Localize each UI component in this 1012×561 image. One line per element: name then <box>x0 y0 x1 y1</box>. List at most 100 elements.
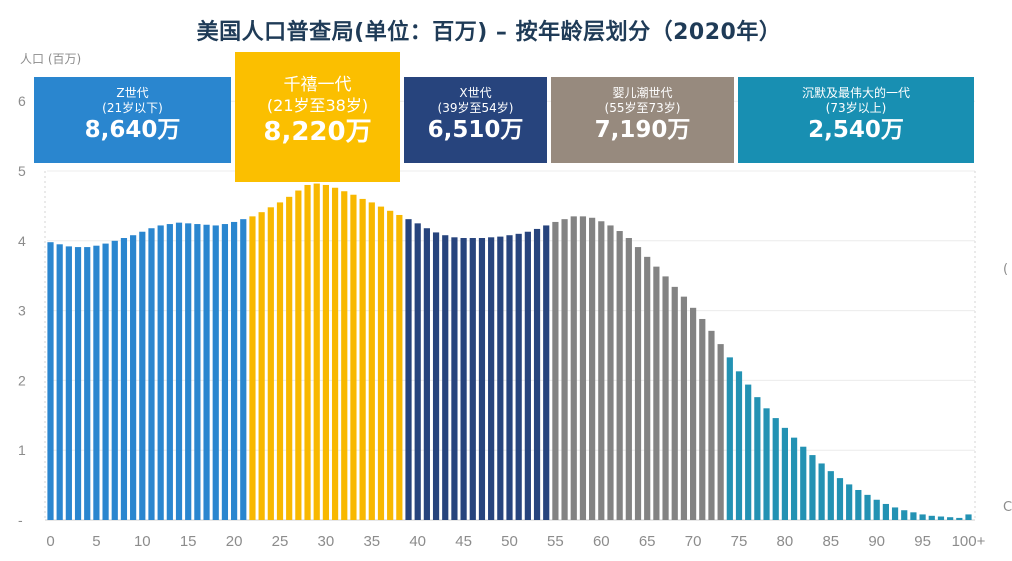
bar-age-90 <box>873 499 880 520</box>
bar-age-100 <box>965 514 972 520</box>
x-tick-3: 15 <box>180 533 197 550</box>
bar-age-24 <box>267 207 274 521</box>
bar-age-38 <box>396 214 403 520</box>
bar-age-14 <box>175 222 183 520</box>
bar-age-67 <box>662 276 669 520</box>
bar-age-48 <box>488 237 495 520</box>
bar-age-83 <box>809 455 816 520</box>
generation-name: Z世代 <box>116 86 149 100</box>
bar-age-75 <box>735 371 743 520</box>
bar-age-4 <box>84 247 91 520</box>
generation-box-3: 婴儿潮世代 (55岁至73岁) 7,190万 <box>551 77 734 163</box>
bar-age-66 <box>653 266 660 520</box>
bar-age-51 <box>515 233 522 520</box>
bar-age-0 <box>47 242 54 520</box>
bar-age-77 <box>754 397 761 520</box>
bar-age-94 <box>910 512 917 520</box>
bar-age-65 <box>644 256 651 520</box>
bar-age-26 <box>286 196 293 520</box>
generation-age-range: (39岁至54岁) <box>437 101 514 115</box>
bar-age-57 <box>570 216 577 520</box>
bar-age-16 <box>194 224 201 521</box>
bar-age-19 <box>221 224 229 521</box>
bar-age-76 <box>745 384 752 520</box>
generation-box-2: X世代 (39岁至54岁) 6,510万 <box>404 77 547 163</box>
bar-age-97 <box>937 516 945 520</box>
x-tick-0: 0 <box>46 533 54 550</box>
bar-age-78 <box>763 408 770 520</box>
generation-population: 8,220万 <box>263 117 372 147</box>
bar-age-3 <box>74 247 82 520</box>
bar-age-20 <box>231 221 238 520</box>
bar-age-34 <box>359 198 366 521</box>
generation-population: 8,640万 <box>84 117 181 143</box>
x-tick-9: 45 <box>455 533 472 550</box>
bar-age-96 <box>928 515 935 520</box>
generation-age-range: (55岁至73岁) <box>604 101 681 115</box>
generation-box-1: 千禧一代 (21岁至38岁) 8,220万 <box>235 52 400 182</box>
bar-age-58 <box>579 216 587 520</box>
bar-age-7 <box>111 240 118 521</box>
y-tick-2: 2 <box>18 372 26 388</box>
bar-age-52 <box>524 231 531 521</box>
x-tick-13: 65 <box>639 533 656 550</box>
y-tick-3: 3 <box>18 303 26 319</box>
bar-age-23 <box>258 212 265 520</box>
generation-age-range: (73岁以上) <box>825 101 887 115</box>
bar-age-95 <box>919 514 926 520</box>
generation-population: 7,190万 <box>594 117 691 143</box>
bar-age-35 <box>368 202 375 520</box>
bar-age-42 <box>432 232 440 521</box>
bar-age-72 <box>708 330 715 520</box>
bar-age-40 <box>414 223 421 520</box>
bar-age-80 <box>781 427 788 520</box>
bar-age-63 <box>625 238 632 520</box>
bar-age-56 <box>561 219 568 520</box>
bar-age-64 <box>634 247 642 520</box>
generation-box-0: Z世代 (21岁以下) 8,640万 <box>34 77 231 163</box>
x-tick-10: 50 <box>501 533 518 550</box>
bar-age-92 <box>891 507 899 520</box>
bar-age-86 <box>836 478 844 520</box>
bar-age-74 <box>726 357 733 520</box>
bar-age-39 <box>405 219 412 520</box>
bar-age-8 <box>120 238 128 520</box>
bar-age-70 <box>690 307 697 520</box>
generation-name: 沉默及最伟大的一代 <box>801 86 910 100</box>
bar-age-15 <box>185 223 192 520</box>
bar-age-91 <box>882 503 889 520</box>
bar-age-50 <box>506 235 513 520</box>
bar-age-59 <box>589 217 596 520</box>
x-tick-5: 25 <box>272 533 289 550</box>
edge-mark-upper: ( <box>1003 262 1009 277</box>
bar-age-37 <box>387 210 394 521</box>
x-tick-15: 75 <box>731 533 748 550</box>
generation-name: 千禧一代 <box>283 75 352 95</box>
bar-age-89 <box>864 494 871 520</box>
bar-age-71 <box>699 318 706 520</box>
bar-age-93 <box>901 510 908 520</box>
bar-age-6 <box>102 243 109 520</box>
y-tick-0: - <box>18 512 23 528</box>
bar-age-30 <box>322 184 329 520</box>
x-tick-12: 60 <box>593 533 610 550</box>
bar-age-84 <box>818 463 825 520</box>
x-tick-20: 100+ <box>952 533 986 550</box>
x-tick-8: 40 <box>409 533 426 550</box>
bar-age-44 <box>451 237 458 520</box>
y-tick-4: 4 <box>18 233 26 249</box>
bar-age-9 <box>130 235 137 520</box>
bar-age-10 <box>139 231 146 521</box>
bar-age-69 <box>680 296 688 520</box>
x-tick-11: 55 <box>547 533 564 550</box>
bar-age-45 <box>460 238 467 520</box>
bar-age-32 <box>341 191 348 521</box>
x-tick-19: 95 <box>914 533 931 550</box>
bar-age-13 <box>166 224 173 521</box>
bar-age-68 <box>671 286 678 520</box>
generation-age-range: (21岁至38岁) <box>266 96 369 115</box>
x-tick-2: 10 <box>134 533 151 550</box>
bar-age-12 <box>157 225 164 520</box>
